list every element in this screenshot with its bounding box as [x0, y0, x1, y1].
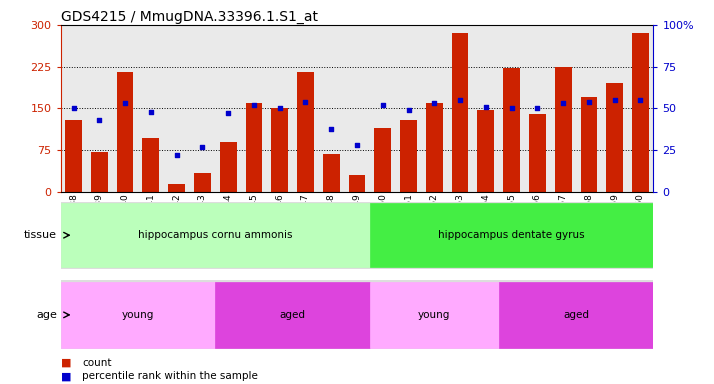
Bar — [65, 120, 82, 192]
Bar — [555, 67, 571, 192]
Point — [145, 109, 156, 115]
Point — [454, 97, 466, 103]
Bar — [189, 25, 216, 192]
Bar — [503, 68, 520, 192]
Bar — [61, 282, 216, 348]
Text: ■: ■ — [61, 371, 71, 381]
Bar — [267, 25, 293, 192]
Point — [609, 97, 620, 103]
Text: count: count — [82, 358, 111, 368]
Bar — [216, 25, 241, 192]
Point — [428, 100, 440, 106]
Point — [300, 99, 311, 105]
Bar — [550, 25, 576, 192]
Bar — [498, 282, 653, 348]
Point — [94, 117, 105, 123]
Point — [480, 104, 491, 110]
Point — [171, 152, 182, 158]
Point — [583, 99, 595, 105]
Point — [532, 106, 543, 112]
Bar — [606, 83, 623, 192]
Bar — [86, 25, 112, 192]
Bar — [348, 175, 366, 192]
Bar — [164, 25, 189, 192]
Text: GDS4215 / MmugDNA.33396.1.S1_at: GDS4215 / MmugDNA.33396.1.S1_at — [61, 10, 318, 24]
Bar — [370, 203, 653, 268]
Point — [223, 111, 234, 117]
Bar — [478, 109, 494, 192]
Point — [403, 107, 414, 113]
Bar — [271, 109, 288, 192]
Point — [248, 102, 260, 108]
Text: percentile rank within the sample: percentile rank within the sample — [82, 371, 258, 381]
Bar — [525, 25, 550, 192]
Bar — [400, 120, 417, 192]
Bar — [143, 138, 159, 192]
Text: tissue: tissue — [24, 230, 57, 240]
Text: age: age — [36, 310, 57, 320]
Point — [635, 97, 646, 103]
Bar — [116, 72, 134, 192]
Bar — [447, 25, 473, 192]
Bar — [91, 152, 108, 192]
Bar — [632, 33, 649, 192]
Point — [196, 144, 208, 150]
Point — [326, 126, 337, 132]
Bar — [323, 154, 340, 192]
Bar — [421, 25, 447, 192]
Bar — [374, 128, 391, 192]
Bar — [580, 98, 598, 192]
Bar — [169, 184, 185, 192]
Bar — [194, 172, 211, 192]
Bar — [241, 25, 267, 192]
Text: hippocampus cornu ammonis: hippocampus cornu ammonis — [138, 230, 293, 240]
Bar — [426, 103, 443, 192]
Bar — [452, 33, 468, 192]
Bar — [318, 25, 344, 192]
Bar — [602, 25, 628, 192]
Bar — [529, 114, 545, 192]
Point — [68, 106, 79, 112]
Text: aged: aged — [563, 310, 589, 320]
Bar — [61, 203, 370, 268]
Bar — [396, 25, 421, 192]
Bar — [576, 25, 602, 192]
Point — [274, 106, 286, 112]
Bar — [344, 25, 370, 192]
Bar — [498, 25, 525, 192]
Bar — [473, 25, 498, 192]
Bar — [112, 25, 138, 192]
Text: young: young — [418, 310, 451, 320]
Text: hippocampus dentate gyrus: hippocampus dentate gyrus — [438, 230, 585, 240]
Point — [351, 142, 363, 148]
Bar — [220, 142, 236, 192]
Bar — [138, 25, 164, 192]
Point — [119, 100, 131, 106]
Text: aged: aged — [280, 310, 306, 320]
Bar — [370, 25, 396, 192]
Bar — [293, 25, 318, 192]
Bar — [216, 282, 370, 348]
Point — [558, 100, 569, 106]
Text: ■: ■ — [61, 358, 71, 368]
Bar — [246, 103, 262, 192]
Bar — [628, 25, 653, 192]
Point — [506, 106, 518, 112]
Bar — [370, 282, 498, 348]
Bar — [297, 72, 314, 192]
Bar — [61, 25, 86, 192]
Text: young: young — [122, 310, 154, 320]
Point — [377, 102, 388, 108]
